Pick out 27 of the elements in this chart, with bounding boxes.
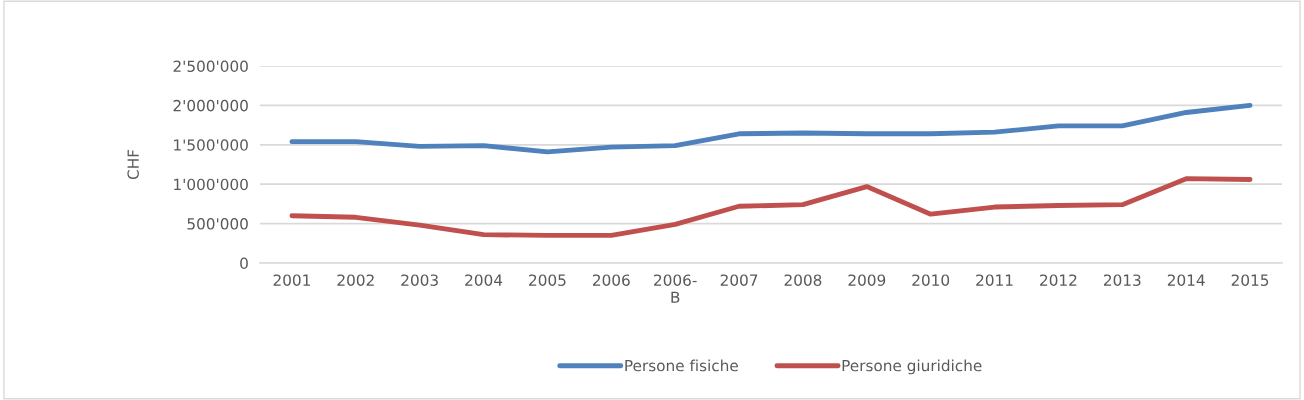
x-tick-label: 2015 <box>1231 274 1269 286</box>
x-tick-label: 2007 <box>720 274 758 286</box>
x-tick-label: 2014 <box>1167 274 1205 286</box>
y-tick-label: 1'000'000 <box>174 178 248 191</box>
y-tick-label: 2'500'000 <box>173 60 248 73</box>
x-tick-label: 2002 <box>337 274 374 286</box>
x-tick-label: 2004 <box>465 274 503 286</box>
legend-label: Persone giuridiche <box>842 359 982 375</box>
x-tick-label: 2006- B <box>654 274 697 303</box>
x-tick-label: 2008 <box>784 274 822 286</box>
y-tick-label: 2'000'000 <box>173 99 248 112</box>
x-tick-label: 2012 <box>1040 274 1077 286</box>
x-tick-label: 2005 <box>529 274 566 286</box>
legend-label: Persone fisiche <box>625 359 738 372</box>
x-tick-label: 2009 <box>848 274 886 286</box>
x-tick-label: 2006 <box>592 274 630 286</box>
y-tick-label: 0 <box>240 257 248 270</box>
x-tick-label: 2003 <box>401 274 438 286</box>
x-tick-label: 2001 <box>273 274 310 286</box>
x-tick-label: 2011 <box>976 274 1013 286</box>
x-tick-label: 2013 <box>1103 274 1141 286</box>
y-axis-title: CHF <box>127 149 139 180</box>
line-series <box>289 102 1253 155</box>
line-series <box>289 176 1253 238</box>
x-tick-label: 2010 <box>912 274 950 286</box>
y-tick-label: 1'500'000 <box>174 139 248 151</box>
y-tick-label: 500'000 <box>187 218 248 230</box>
